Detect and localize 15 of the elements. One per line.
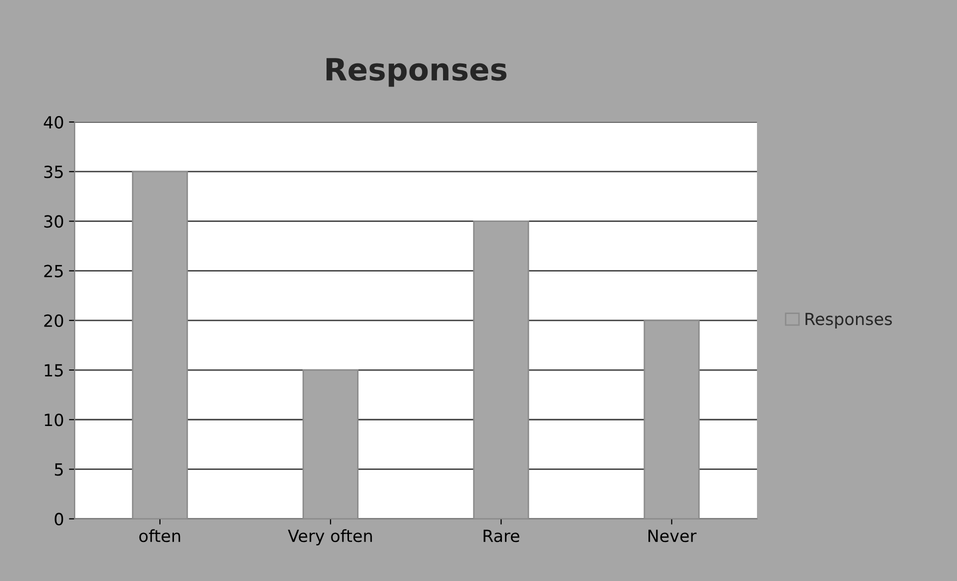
- y-tick-label: 25: [44, 264, 63, 278]
- y-tick-label: 15: [44, 364, 63, 377]
- y-tick-label: 10: [44, 414, 64, 426]
- y-tick-label: 20: [44, 314, 64, 327]
- legend-label: Responses: [806, 312, 892, 328]
- y-tick-label: 35: [44, 166, 63, 178]
- y-tick-label: 40: [44, 116, 64, 129]
- x-tick-label: Rare: [484, 530, 520, 542]
- x-tick-label: Never: [648, 530, 697, 542]
- y-tick-label: 30: [44, 215, 64, 228]
- x-tick-label: Very often: [288, 529, 372, 546]
- y-tick-label: 0: [54, 512, 64, 526]
- x-tick-label: often: [139, 529, 180, 542]
- y-tick-label: 5: [54, 463, 63, 476]
- chart-title: Responses: [326, 58, 506, 87]
